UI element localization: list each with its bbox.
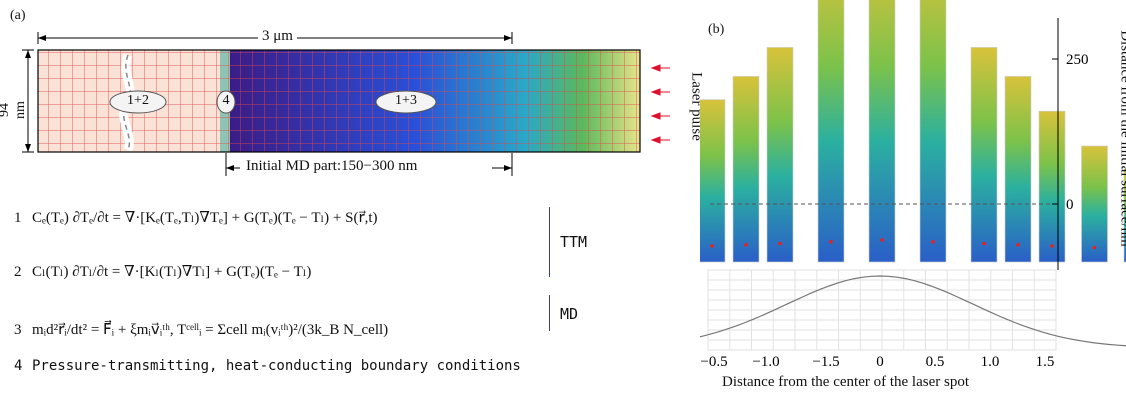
x-tick-label: −0.5 — [700, 354, 727, 370]
x-tick-label: 0.5 — [926, 354, 945, 370]
simulation-column — [817, 0, 845, 263]
ttm-label: TTM — [560, 233, 588, 251]
y-tick-label: 250 — [1066, 52, 1089, 68]
height-dimension — [22, 49, 34, 153]
x-tick-label: 0 — [876, 354, 884, 370]
simulation-column — [868, 0, 896, 263]
region-label-boundary: 4 — [222, 93, 230, 108]
x-axis-title: Distance from the center of the laser sp… — [722, 374, 969, 390]
melt-marker — [982, 241, 986, 246]
equation-2: 2 Cₗ(Tₗ) ∂Tₗ/∂t = ∇·[Kₗ(Tₗ)∇Tₗ] + G(Tₑ)(T… — [14, 264, 312, 280]
equation-4: 4 Pressure-transmitting, heat-conducting … — [14, 358, 521, 374]
md-dimension — [225, 153, 513, 176]
simulation-column — [919, 0, 947, 263]
simulation-column — [970, 47, 998, 263]
simulation-column — [1038, 110, 1066, 263]
panel-a-label: (a) — [10, 8, 26, 23]
melt-marker — [778, 241, 782, 246]
laser-profile-curve — [700, 275, 1126, 347]
region-label-md: 1+3 — [395, 93, 417, 108]
melt-marker — [710, 244, 714, 248]
simulation-column — [1123, 168, 1126, 263]
simulation-column — [1081, 145, 1108, 263]
x-tick-label: 1.5 — [1036, 354, 1055, 370]
md-label: MD — [560, 305, 579, 323]
equation-3: 3 mᵢd²r⃗ᵢ/dt² = F⃗ᵢ + ξmᵢv⃗ᵢᵗʰ, Tᶜᵉˡˡᵢ = … — [14, 322, 389, 338]
melt-marker — [1016, 243, 1020, 247]
panel-a-figure — [22, 32, 670, 176]
md-part-label: Initial MD part:150−300 nm — [242, 158, 422, 175]
simulation-column — [766, 47, 794, 263]
x-tick-label: 1.0 — [981, 354, 1000, 370]
x-tick-label: −1.5 — [812, 354, 839, 370]
melt-marker — [744, 243, 748, 247]
equation-1: 1 Cₑ(Tₑ) ∂Tₑ/∂t = ∇·[Kₑ(Tₑ,Tₗ)∇Tₑ] + G(Tₑ… — [14, 210, 378, 226]
x-tick-label: −1.0 — [752, 354, 779, 370]
melt-marker — [1050, 244, 1054, 248]
melt-marker — [931, 240, 935, 244]
y-axis-title: Distance from the initial surface/nm — [1117, 30, 1126, 247]
simulation-column — [732, 76, 760, 263]
melt-marker — [880, 238, 884, 242]
simulation-column — [700, 99, 726, 263]
y-tick-label: 0 — [1066, 197, 1074, 213]
panel-b-chart: 5002500−0.5−1.0−1.500.51.01.5 — [700, 0, 1126, 370]
panel-b-label: (b) — [708, 22, 725, 37]
region-label-ttm: 1+2 — [127, 93, 149, 108]
width-label: 3 μm — [258, 28, 297, 45]
simulation-column — [1004, 76, 1032, 263]
height-label: 94 nm — [0, 101, 28, 119]
laser-arrows — [650, 64, 670, 144]
ttm-bracket — [549, 207, 550, 277]
melt-marker — [1092, 245, 1097, 250]
melt-marker — [829, 240, 833, 244]
md-bracket — [549, 295, 550, 331]
